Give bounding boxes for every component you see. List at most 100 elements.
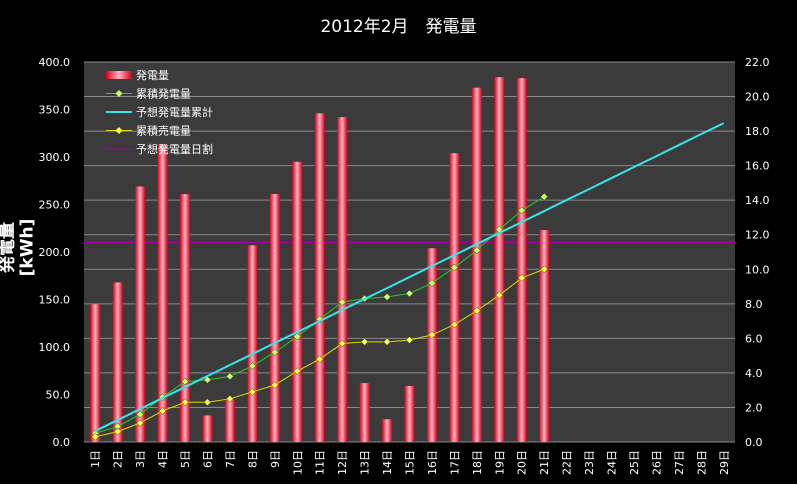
data-point — [428, 279, 436, 287]
legend-label: 予想発電量累計 — [136, 105, 213, 119]
x-tick-label: 29日 — [718, 450, 731, 475]
y-tick-label: 300.0 — [39, 151, 71, 164]
bar — [292, 161, 303, 442]
x-tick-label: 12日 — [336, 450, 349, 475]
data-point — [158, 407, 167, 415]
data-point — [248, 388, 257, 396]
data-point — [248, 362, 257, 370]
bar — [202, 415, 213, 442]
series-line — [94, 122, 725, 432]
bar — [449, 153, 460, 442]
data-point — [181, 398, 189, 407]
bar — [337, 117, 348, 442]
x-tick-label: 6日 — [201, 450, 214, 468]
bar — [247, 245, 258, 442]
data-point — [181, 377, 189, 386]
bar — [90, 304, 101, 442]
data-point — [540, 192, 549, 201]
bar — [382, 419, 393, 442]
bar — [494, 77, 505, 442]
bar — [404, 385, 415, 442]
data-point — [203, 375, 212, 384]
x-tick-label: 23日 — [583, 450, 596, 475]
x-tick-label: 14日 — [381, 450, 394, 475]
y2-tick-label: 8.0 — [745, 298, 763, 311]
data-point — [136, 410, 144, 419]
x-tick-label: 2日 — [112, 450, 125, 468]
bar — [269, 194, 280, 442]
data-point — [450, 320, 459, 329]
x-tick-label: 17日 — [448, 450, 461, 475]
plot-area — [84, 62, 735, 442]
bar — [157, 144, 168, 442]
y2-tick-label: 12.0 — [745, 229, 770, 242]
x-tick-label: 20日 — [516, 450, 529, 475]
data-point — [517, 206, 526, 215]
data-point — [315, 315, 324, 324]
x-tick-label: 13日 — [359, 450, 372, 475]
data-point — [383, 337, 391, 346]
y2-tick-label: 14.0 — [745, 194, 770, 207]
data-point — [472, 306, 481, 315]
x-tick-label: 10日 — [291, 450, 304, 475]
y-tick-label: 200.0 — [39, 246, 71, 259]
bar — [112, 282, 123, 442]
data-point — [270, 381, 279, 389]
data-point — [405, 289, 414, 298]
data-point — [226, 372, 234, 381]
y-tick-label: 250.0 — [39, 199, 71, 212]
x-tick-label: 24日 — [606, 450, 619, 475]
x-tick-label: 28日 — [695, 450, 708, 475]
x-tick-label: 9日 — [269, 450, 282, 468]
data-point — [405, 336, 414, 344]
bar — [539, 230, 550, 442]
x-tick-label: 15日 — [404, 450, 417, 475]
bar — [359, 383, 370, 442]
data-point — [540, 265, 549, 274]
bar — [224, 399, 235, 442]
x-tick-label: 22日 — [561, 450, 574, 475]
data-point — [495, 291, 504, 300]
data-point — [450, 263, 459, 272]
y2-tick-label: 22.0 — [745, 56, 770, 69]
x-tick-label: 18日 — [471, 450, 484, 475]
x-tick-label: 3日 — [134, 450, 147, 468]
bar — [135, 186, 146, 442]
y2-tick-label: 16.0 — [745, 160, 770, 173]
data-point — [383, 293, 391, 301]
bar — [314, 113, 325, 443]
bar — [516, 78, 527, 443]
y2-tick-label: 0.0 — [745, 436, 763, 449]
x-tick-label: 25日 — [628, 450, 641, 475]
y2-tick-label: 4.0 — [745, 367, 763, 380]
data-point — [428, 331, 436, 339]
data-point — [315, 355, 324, 363]
y2-tick-label: 20.0 — [745, 91, 770, 104]
data-point — [293, 332, 302, 341]
data-point — [91, 432, 100, 441]
y-tick-label: 150.0 — [39, 294, 71, 307]
x-tick-label: 19日 — [493, 450, 506, 475]
data-point — [226, 394, 234, 403]
y-tick-label: 400.0 — [39, 56, 71, 69]
x-tick-label: 21日 — [538, 450, 551, 475]
y2-tick-label: 18.0 — [745, 125, 770, 138]
y-tick-label: 50.0 — [46, 389, 71, 402]
x-tick-label: 8日 — [246, 450, 259, 468]
legend-label: 累積売電量 — [136, 124, 191, 138]
data-point — [203, 398, 212, 407]
legend-marker — [115, 90, 123, 97]
data-point — [270, 348, 279, 357]
y-tick-label: 350.0 — [39, 104, 71, 117]
x-tick-label: 4日 — [157, 450, 170, 468]
legend-label: 累積発電量 — [136, 87, 191, 101]
x-tick-label: 11日 — [314, 450, 327, 475]
bar — [426, 248, 437, 442]
data-point — [293, 367, 302, 376]
data-point — [517, 274, 526, 282]
x-tick-label: 1日 — [89, 450, 102, 468]
data-point — [113, 427, 122, 436]
x-tick-label: 7日 — [224, 450, 237, 468]
legend-swatch — [106, 71, 132, 79]
